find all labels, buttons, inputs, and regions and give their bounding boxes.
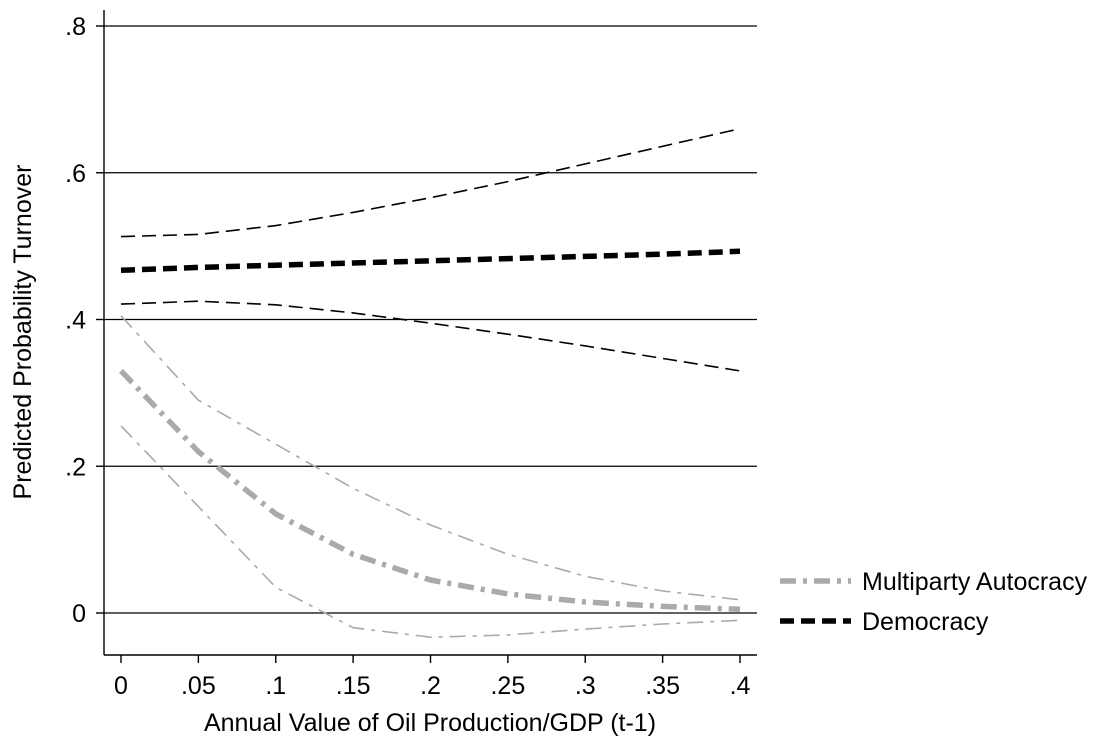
multiparty-autocracy-lower-ci-line bbox=[120, 425, 741, 639]
y-tick-label: 0 bbox=[72, 600, 86, 628]
x-tick-label: .3 bbox=[575, 672, 596, 700]
y-tick-label: .2 bbox=[65, 453, 86, 481]
x-tick-label: .25 bbox=[490, 672, 525, 700]
democracy-upper-ci-line bbox=[120, 127, 741, 238]
legend: Multiparty Autocracy Democracy bbox=[780, 568, 1088, 636]
x-tick-label: .2 bbox=[420, 672, 441, 700]
x-axis-title: Annual Value of Oil Production/GDP (t-1) bbox=[204, 709, 656, 737]
multiparty-autocracy-estimate-line bbox=[119, 368, 741, 613]
tick-marks-and-labels: 0 .2 .4 .6 .8 0 .05 .1 .15 .2 .25 .3 .35 .4 bbox=[65, 13, 750, 700]
x-tick-label: .1 bbox=[265, 672, 286, 700]
x-tick-label: 0 bbox=[114, 672, 128, 700]
axes bbox=[103, 10, 757, 656]
legend-label: Multiparty Autocracy bbox=[862, 568, 1088, 596]
legend-label: Democracy bbox=[862, 608, 989, 636]
y-tick-label: .8 bbox=[65, 13, 86, 41]
plot-lines bbox=[119, 127, 741, 639]
x-tick-label: .05 bbox=[181, 672, 216, 700]
x-tick-label: .15 bbox=[336, 672, 371, 700]
gridlines bbox=[104, 25, 757, 614]
multiparty-autocracy-upper-ci-line bbox=[120, 315, 741, 601]
y-tick-label: .4 bbox=[65, 307, 86, 335]
x-tick-label: .35 bbox=[645, 672, 680, 700]
y-tick-label: .6 bbox=[65, 160, 86, 188]
democracy-estimate-line bbox=[120, 248, 741, 274]
y-axis-title: Predicted Probability Turnover bbox=[9, 165, 37, 500]
x-tick-label: .4 bbox=[730, 672, 751, 700]
democracy-lower-ci-line bbox=[120, 300, 741, 372]
